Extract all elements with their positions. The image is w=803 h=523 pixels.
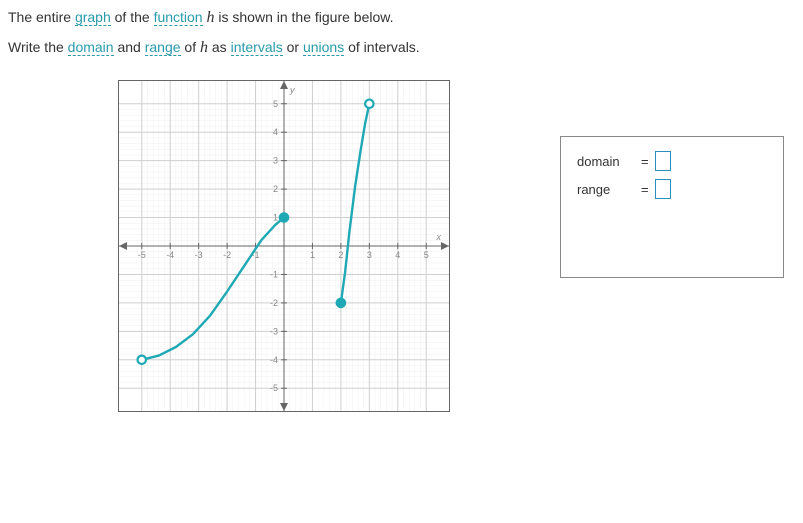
svg-text:4: 4 — [273, 127, 278, 137]
term-intervals[interactable]: intervals — [231, 39, 283, 56]
svg-text:1: 1 — [273, 213, 278, 223]
svg-text:-2: -2 — [270, 298, 278, 308]
svg-text:-2: -2 — [223, 250, 231, 260]
svg-text:-5: -5 — [138, 250, 146, 260]
svg-text:5: 5 — [273, 99, 278, 109]
svg-text:4: 4 — [395, 250, 400, 260]
term-function[interactable]: function — [154, 9, 203, 26]
range-label: range — [577, 182, 635, 197]
term-domain[interactable]: domain — [68, 39, 114, 56]
svg-text:2: 2 — [273, 184, 278, 194]
prompt-line-1: The entire graph of the function h is sh… — [8, 6, 795, 30]
svg-text:-5: -5 — [270, 383, 278, 393]
function-name: h — [207, 9, 215, 26]
range-input[interactable] — [655, 179, 671, 199]
svg-text:3: 3 — [273, 156, 278, 166]
svg-text:-3: -3 — [195, 250, 203, 260]
svg-text:y: y — [289, 85, 295, 95]
term-graph[interactable]: graph — [75, 9, 111, 26]
function-graph: xy-5-5-4-4-3-3-2-2-1-11122334455 — [118, 80, 450, 412]
svg-text:1: 1 — [310, 250, 315, 260]
svg-text:-4: -4 — [270, 355, 278, 365]
svg-text:x: x — [436, 232, 442, 242]
answer-panel: domain = range = — [560, 136, 784, 278]
term-range[interactable]: range — [145, 39, 181, 56]
svg-text:2: 2 — [338, 250, 343, 260]
svg-text:5: 5 — [424, 250, 429, 260]
term-unions[interactable]: unions — [303, 39, 344, 56]
svg-text:-4: -4 — [166, 250, 174, 260]
domain-input[interactable] — [655, 151, 671, 171]
svg-text:3: 3 — [367, 250, 372, 260]
equals-sign: = — [641, 154, 649, 169]
svg-text:-1: -1 — [270, 269, 278, 279]
domain-label: domain — [577, 154, 635, 169]
equals-sign: = — [641, 182, 649, 197]
prompt-line-2: Write the domain and range of h as inter… — [8, 36, 795, 60]
function-name-2: h — [200, 39, 208, 56]
svg-text:-3: -3 — [270, 326, 278, 336]
